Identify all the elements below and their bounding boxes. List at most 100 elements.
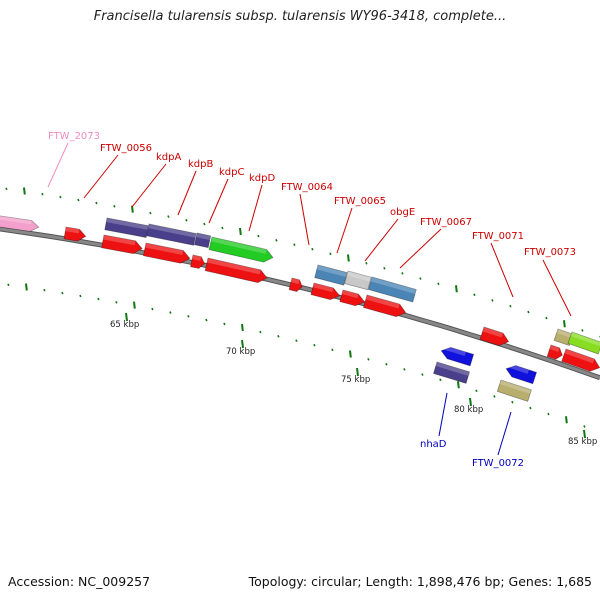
gene-red-f[interactable] <box>339 289 366 308</box>
scale-label-70-kbp: 70 kbp <box>226 347 255 357</box>
callout-line-kdpb <box>177 170 197 216</box>
gene-kdpc[interactable] <box>194 232 212 249</box>
gene-blue-b[interactable] <box>504 363 538 385</box>
gene-red-a[interactable] <box>101 234 144 255</box>
lower-tick <box>529 406 532 410</box>
lower-tick <box>511 400 514 404</box>
gene-label-ftw-0072[interactable]: FTW_0072 <box>472 458 524 469</box>
lower-tick <box>277 335 280 338</box>
lower-tick <box>223 322 226 326</box>
lower-tick <box>331 348 334 352</box>
upper-tick <box>491 299 494 302</box>
gene-red-c[interactable] <box>190 254 206 269</box>
gene-label-ftw-0065[interactable]: FTW_0065 <box>334 196 386 207</box>
callout-line-kdpc <box>208 178 229 224</box>
gene-red-b[interactable] <box>142 242 191 265</box>
gene-ftw-0073[interactable] <box>553 328 574 347</box>
gene-blue-a[interactable] <box>439 345 475 367</box>
gene-label-kdpb[interactable]: kdpB <box>188 159 213 170</box>
upper-tick <box>275 239 278 242</box>
gene-label-ftw-2073[interactable]: FTW_2073 <box>48 131 100 142</box>
upper-tick <box>95 201 98 205</box>
lower-tick <box>493 395 496 398</box>
gene-obge[interactable] <box>344 270 372 291</box>
scale-major-tick <box>583 429 586 439</box>
gene-ftw-2073[interactable] <box>0 214 40 233</box>
callout-line-ftw-0056 <box>83 154 119 199</box>
gene-label-obge[interactable]: obgE <box>390 207 415 218</box>
callout-line-ftw-0067 <box>399 228 442 269</box>
upper-tick <box>293 243 296 247</box>
gene-ftw-0071[interactable] <box>479 326 511 348</box>
gene-ftw-0072[interactable] <box>496 379 532 402</box>
lower-tick <box>241 323 244 332</box>
gene-ftw-0056[interactable] <box>63 226 87 242</box>
gene-kdpa[interactable] <box>104 217 149 238</box>
callout-line-ftw-0071 <box>490 242 514 298</box>
gene-ftw-0067[interactable] <box>367 276 417 303</box>
scale-label-85-kbp: 85 kbp <box>568 437 597 447</box>
gene-label-kdpc[interactable]: kdpC <box>219 167 244 178</box>
upper-tick <box>365 262 368 265</box>
lower-tick <box>133 301 136 309</box>
gene-red-h[interactable] <box>546 344 564 361</box>
callout-line-ftw-0064 <box>299 193 310 246</box>
gene-kdpd[interactable] <box>208 236 274 264</box>
lower-tick <box>205 318 208 322</box>
gene-label-nhad[interactable]: nhaD <box>420 439 447 450</box>
upper-tick <box>473 293 476 297</box>
gene-label-ftw-0064[interactable]: FTW_0064 <box>281 182 333 193</box>
upper-tick <box>401 272 404 275</box>
lower-tick <box>403 368 406 371</box>
scale-label-65-kbp: 65 kbp <box>110 320 139 330</box>
lower-tick <box>439 378 442 382</box>
upper-tick <box>113 205 116 208</box>
gene-label-ftw-0071[interactable]: FTW_0071 <box>472 231 524 242</box>
upper-tick <box>77 198 80 202</box>
upper-tick <box>581 329 584 332</box>
scale-label-80-kbp: 80 kbp <box>454 405 483 415</box>
gene-ftw-0064[interactable] <box>288 277 304 293</box>
backbone-shadow <box>0 226 600 381</box>
callout-line-kdpa <box>131 163 167 208</box>
upper-tick <box>455 285 458 293</box>
scale-major-tick <box>125 312 128 322</box>
upper-tick <box>203 222 206 226</box>
lower-tick <box>313 343 316 347</box>
gene-label-kdpd[interactable]: kdpD <box>249 173 275 184</box>
gene-nhad[interactable] <box>433 361 471 384</box>
lower-tick <box>43 288 46 292</box>
gene-label-ftw-0056[interactable]: FTW_0056 <box>100 143 152 154</box>
upper-tick <box>509 304 512 308</box>
gene-kdpb[interactable] <box>146 223 197 246</box>
lower-tick <box>151 307 154 311</box>
upper-tick <box>311 247 314 251</box>
gene-red-g[interactable] <box>363 294 407 319</box>
lower-tick <box>421 373 424 376</box>
lower-tick <box>475 389 478 393</box>
gene-label-ftw-0067[interactable]: FTW_0067 <box>420 217 472 228</box>
upper-tick <box>5 187 8 191</box>
upper-tick <box>185 218 188 222</box>
gene-ftw-0065[interactable] <box>314 264 348 286</box>
gene-label-ftw-0073[interactable]: FTW_0073 <box>524 247 576 258</box>
gene-red-e[interactable] <box>310 282 341 302</box>
upper-tick <box>563 320 566 328</box>
upper-tick <box>527 310 530 314</box>
upper-tick <box>239 227 242 236</box>
lower-tick <box>385 363 388 366</box>
gene-red-d[interactable] <box>204 257 268 284</box>
gene-red-i[interactable] <box>561 348 600 374</box>
gene-ftw-0073-next[interactable] <box>567 331 600 355</box>
lower-tick <box>7 283 10 287</box>
lower-tick <box>565 416 568 424</box>
upper-tick <box>329 252 332 256</box>
lower-tick <box>61 291 64 295</box>
lower-tick <box>367 358 370 361</box>
upper-tick <box>41 192 44 196</box>
callout-line-obge <box>364 218 399 262</box>
callout-line-ftw-2073 <box>47 142 69 188</box>
gene-label-kdpa[interactable]: kdpA <box>156 152 181 163</box>
upper-tick <box>347 254 350 262</box>
lower-tick <box>259 330 262 334</box>
